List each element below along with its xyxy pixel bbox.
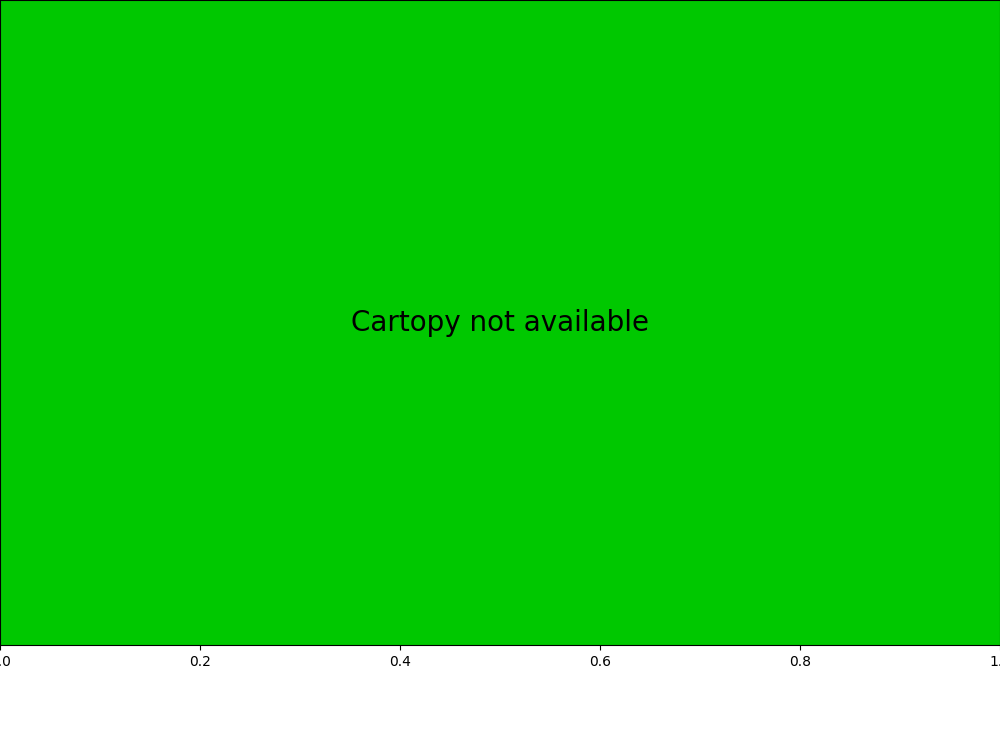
Text: Cartopy not available: Cartopy not available — [351, 309, 649, 336]
